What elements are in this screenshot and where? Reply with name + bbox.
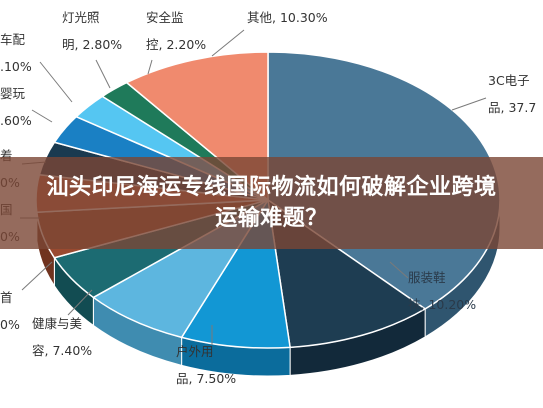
slice-label-line: 其他, 10.30% [247, 10, 328, 25]
slice-label-line: 车配 [0, 32, 26, 47]
leader-line-7 [31, 109, 53, 123]
leader-line-10 [147, 59, 153, 75]
leader-line-8 [39, 61, 73, 103]
article-title-banner: 汕头印尼海运专线国际物流如何破解企业跨境运输难题？ [0, 157, 543, 249]
leader-line-9 [95, 59, 111, 89]
slice-label-line: 品, 7.50% [176, 371, 236, 386]
slice-label-line: 3C电子 [488, 73, 530, 88]
slice-label-line: 明, 2.80% [62, 37, 122, 52]
slice-label-line: 安全监 [146, 10, 184, 25]
article-title: 汕头印尼海运专线国际物流如何破解企业跨境运输难题？ [46, 175, 497, 231]
slice-label-2: 户外用品, 7.50% [176, 344, 236, 386]
slice-label-9: 灯光照明, 2.80% [62, 10, 122, 52]
slice-label-line: 0% [0, 317, 20, 332]
slice-label-10: 安全监控, 2.20% [146, 10, 206, 52]
leader-line-1 [389, 261, 409, 279]
leader-line-3 [67, 289, 93, 316]
slice-label-8: 车配 .10% [0, 32, 32, 74]
slice-label-line: 服装鞋 [408, 270, 446, 285]
slice-label-1: 服装鞋袜, 10.20% [408, 270, 476, 312]
slice-label-3: 健康与美容, 7.40% [32, 316, 92, 358]
slice-label-line: .10% [0, 59, 32, 74]
slice-label-line: 袜, 10.20% [408, 297, 476, 312]
slice-label-4: 首 0% [0, 290, 20, 332]
slice-label-11: 其他, 10.30% [247, 10, 328, 25]
leader-line-4 [21, 261, 53, 291]
slice-label-line: 健康与美 [32, 316, 82, 331]
slice-label-line: 品, 37.7 [488, 100, 536, 115]
slice-label-line: 控, 2.20% [146, 37, 206, 52]
slice-label-line: 户外用 [176, 344, 214, 359]
slice-label-line: 首 [0, 290, 13, 305]
slice-label-0: 3C电子品, 37.7 [488, 73, 536, 115]
leader-line-0 [451, 97, 487, 111]
slice-label-line: 灯光照 [62, 10, 100, 25]
leader-line-11 [211, 29, 245, 57]
slice-label-7: 婴玩 .60% [0, 86, 32, 128]
slice-label-line: .60% [0, 113, 32, 128]
slice-label-line: 容, 7.40% [32, 343, 92, 358]
slice-label-line: 婴玩 [0, 86, 26, 101]
